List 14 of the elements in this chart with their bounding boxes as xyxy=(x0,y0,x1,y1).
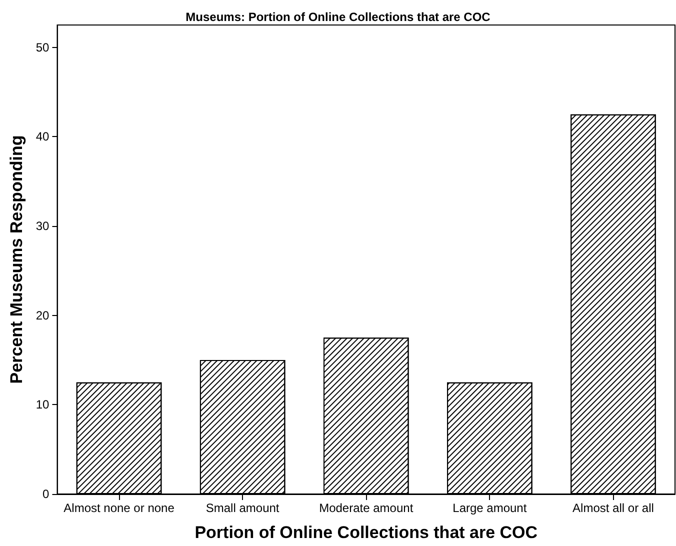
y-axis-title: Percent Museums Responding xyxy=(7,135,26,384)
x-axis-title: Portion of Online Collections that are COC xyxy=(194,523,538,542)
x-tick-label: Almost none or none xyxy=(64,501,175,515)
y-tick-label: 0 xyxy=(42,487,50,501)
x-tick-label: Small amount xyxy=(206,501,280,515)
x-tick-label: Moderate amount xyxy=(319,501,414,515)
y-tick-label: 30 xyxy=(36,219,50,233)
y-tick-label: 40 xyxy=(36,130,50,144)
y-tick-label: 20 xyxy=(36,308,50,322)
y-tick-label: 50 xyxy=(36,40,50,54)
y-tick-label: 10 xyxy=(36,398,50,412)
chart-title: Museums: Portion of Online Collections that are COC xyxy=(186,10,491,24)
x-tick-label: Almost all or all xyxy=(572,501,654,515)
x-tick-label: Large amount xyxy=(452,501,528,515)
